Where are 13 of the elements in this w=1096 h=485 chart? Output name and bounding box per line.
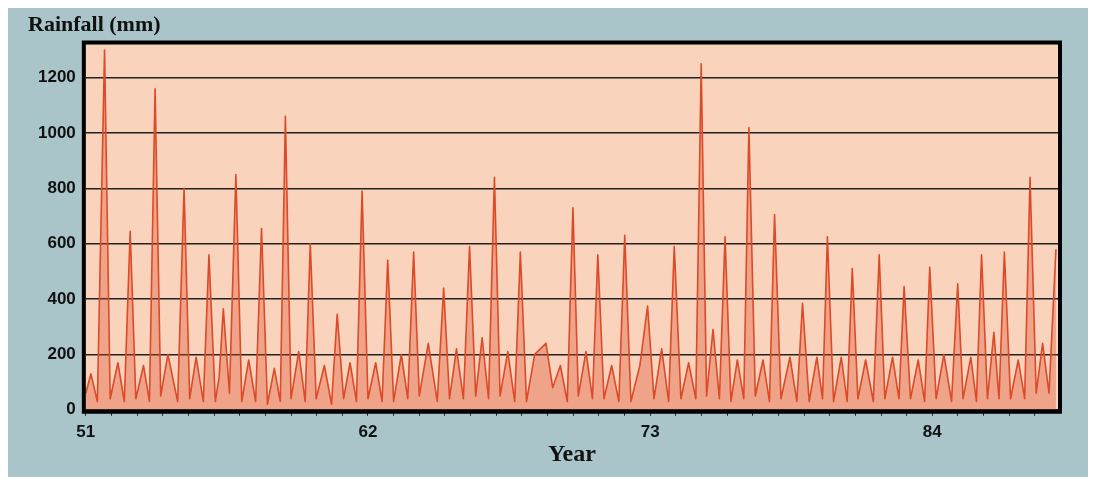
y-tick-label: 1200 — [37, 67, 76, 87]
y-tick-label: 800 — [47, 178, 76, 198]
y-tick-label: 0 — [66, 399, 76, 419]
y-axis-title: Rainfall (mm) — [28, 10, 161, 36]
y-tick-label: 600 — [47, 233, 76, 253]
y-tick-label: 1000 — [37, 122, 76, 142]
y-tick-label: 400 — [47, 288, 76, 308]
y-tick-label: 200 — [47, 344, 76, 364]
x-axis-title: Year — [547, 439, 597, 466]
x-tick-label: 84 — [922, 421, 943, 441]
x-tick-label: 51 — [76, 421, 96, 441]
x-tick-label: 73 — [640, 421, 660, 441]
x-tick-label: 62 — [358, 421, 378, 441]
